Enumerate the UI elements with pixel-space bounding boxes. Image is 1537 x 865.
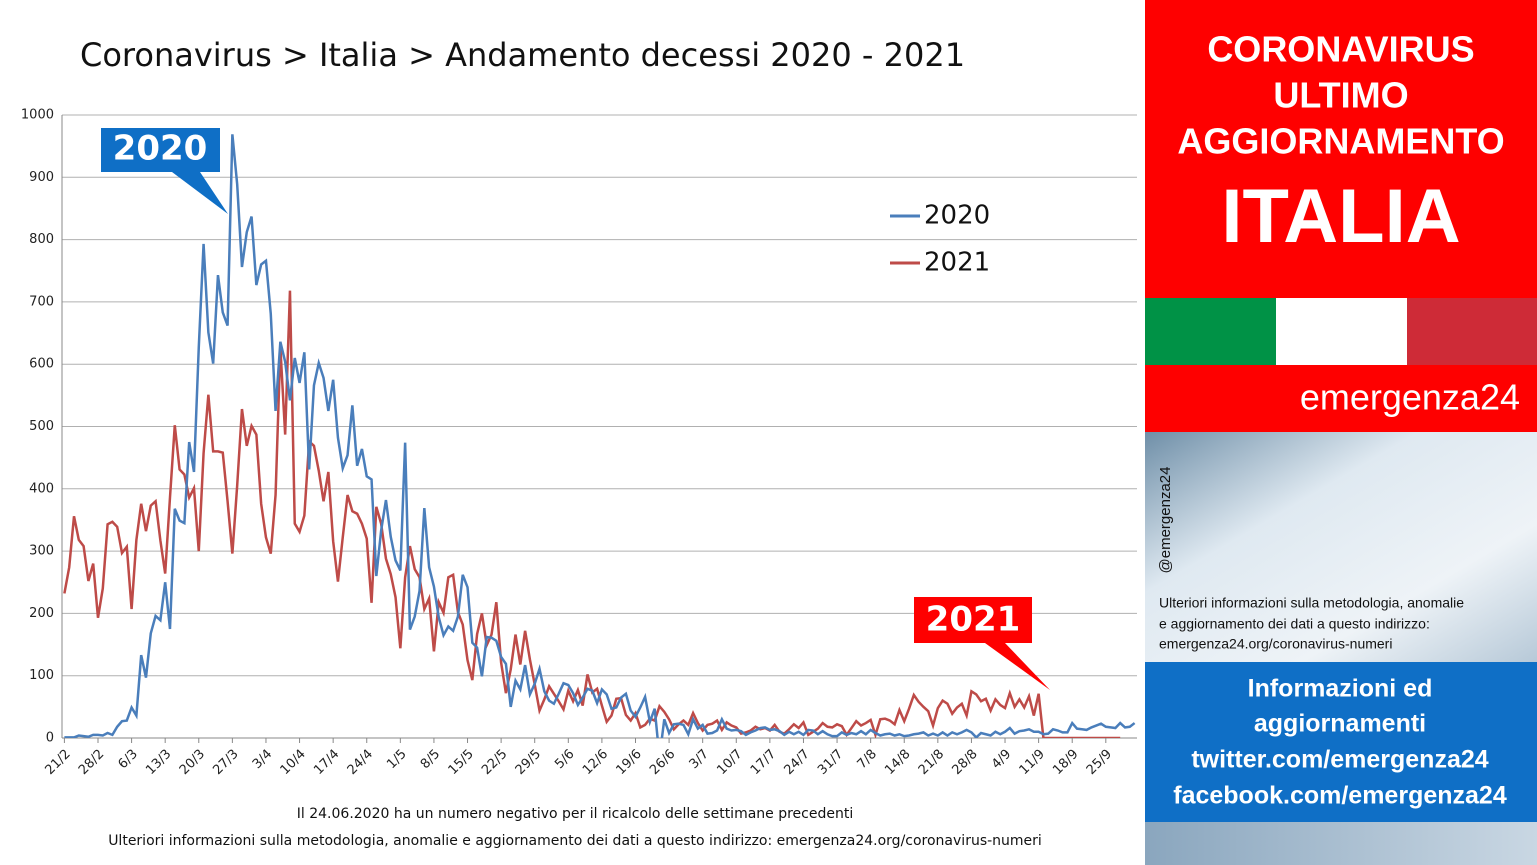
x-tick-label: 28/8 xyxy=(949,747,980,778)
x-tick-label: 21/8 xyxy=(916,747,947,778)
y-tick-label: 200 xyxy=(29,606,54,621)
series-line xyxy=(63,290,1121,738)
legend-label: 2020 xyxy=(924,201,990,231)
x-tick-label: 24/7 xyxy=(782,747,813,778)
x-tick-label: 1/5 xyxy=(384,747,409,772)
y-tick-label: 100 xyxy=(29,668,54,683)
chart-title: Coronavirus > Italia > Andamento decessi… xyxy=(80,36,965,74)
y-tick-label: 600 xyxy=(29,357,54,372)
y-tick-label: 700 xyxy=(29,294,54,309)
x-tick-label: 25/9 xyxy=(1084,747,1115,778)
photo-background xyxy=(1145,432,1537,662)
note: Ulteriori informazioni sulla metodologia… xyxy=(108,833,1042,849)
headline: CORONAVIRUS xyxy=(1207,29,1474,70)
x-tick-label: 5/6 xyxy=(552,747,577,772)
x-tick-label: 3/7 xyxy=(687,747,712,772)
x-tick-label: 8/5 xyxy=(418,747,443,772)
annotation: 2020 xyxy=(113,129,208,169)
x-tick-label: 26/6 xyxy=(647,747,678,778)
brand: emergenza24 xyxy=(1300,377,1520,418)
flag-red xyxy=(1407,298,1537,365)
links-text: Informazioni ed xyxy=(1248,675,1433,703)
x-tick-label: 24/4 xyxy=(345,747,376,778)
country: ITALIA xyxy=(1221,174,1460,259)
x-tick-label: 6/3 xyxy=(115,747,140,772)
sidebar: CORONAVIRUS ULTIMO AGGIORNAMENTO ITALIA … xyxy=(1145,0,1537,865)
note: Il 24.06.2020 ha un numero negativo per … xyxy=(297,806,853,822)
x-tick-label: 15/5 xyxy=(446,747,477,778)
x-tick-label: 10/7 xyxy=(714,747,745,778)
links-text[interactable]: facebook.com/emergenza24 xyxy=(1173,782,1507,810)
headline: AGGIORNAMENTO xyxy=(1177,121,1504,162)
headline: ULTIMO xyxy=(1273,75,1408,116)
x-tick-label: 3/4 xyxy=(250,747,275,772)
x-tick-label: 28/2 xyxy=(76,747,107,778)
callout xyxy=(101,128,228,214)
y-tick-label: 500 xyxy=(29,419,54,434)
y-tick-label: 900 xyxy=(29,170,54,185)
x-tick-label: 4/9 xyxy=(989,747,1014,772)
x-tick-label: 14/8 xyxy=(882,747,913,778)
x-tick-label: 13/3 xyxy=(143,747,174,778)
x-tick-label: 18/9 xyxy=(1050,747,1081,778)
x-tick-label: 12/6 xyxy=(580,747,611,778)
links-text[interactable]: twitter.com/emergenza24 xyxy=(1191,746,1488,774)
x-tick-label: 27/3 xyxy=(210,747,241,778)
banner xyxy=(1145,0,1537,298)
y-tick-label: 300 xyxy=(29,544,54,559)
info: e aggiornamento dei dati a questo indiri… xyxy=(1159,616,1430,632)
x-tick-label: 19/6 xyxy=(614,747,645,778)
annotation: 2021 xyxy=(926,600,1021,640)
flag-white xyxy=(1276,298,1407,365)
x-tick-label: 29/5 xyxy=(513,747,544,778)
series-line xyxy=(64,134,1136,738)
bottom-strip xyxy=(1145,822,1537,865)
links-text: aggiornamenti xyxy=(1254,710,1426,738)
info: Ulteriori informazioni sulla metodologia… xyxy=(1159,595,1464,611)
handle: @emergenza24 xyxy=(1157,467,1174,574)
x-tick-label: 21/2 xyxy=(42,747,73,778)
callout xyxy=(914,597,1050,690)
x-tick-label: 7/8 xyxy=(855,747,880,772)
x-tick-label: 17/7 xyxy=(748,747,779,778)
y-tick-label: 0 xyxy=(46,731,54,746)
x-tick-label: 10/4 xyxy=(278,747,309,778)
y-tick-label: 800 xyxy=(29,232,54,247)
x-tick-label: 11/9 xyxy=(1017,747,1048,778)
y-tick-label: 400 xyxy=(29,481,54,496)
x-tick-label: 31/7 xyxy=(815,747,846,778)
legend-label: 2021 xyxy=(924,248,990,278)
info: emergenza24.org/coronavirus-numeri xyxy=(1159,636,1392,652)
links-box xyxy=(1145,662,1537,822)
x-tick-label: 17/4 xyxy=(311,747,342,778)
plot-area: 0 100 200 300 400 500 600 700 800 900 1000 21/2 28/2… xyxy=(21,108,1137,778)
brand-bar xyxy=(1145,365,1537,432)
y-tick-label: 1000 xyxy=(21,108,54,123)
x-tick-label: 22/5 xyxy=(479,747,510,778)
flag-green xyxy=(1145,298,1276,365)
x-tick-label: 20/3 xyxy=(177,747,208,778)
